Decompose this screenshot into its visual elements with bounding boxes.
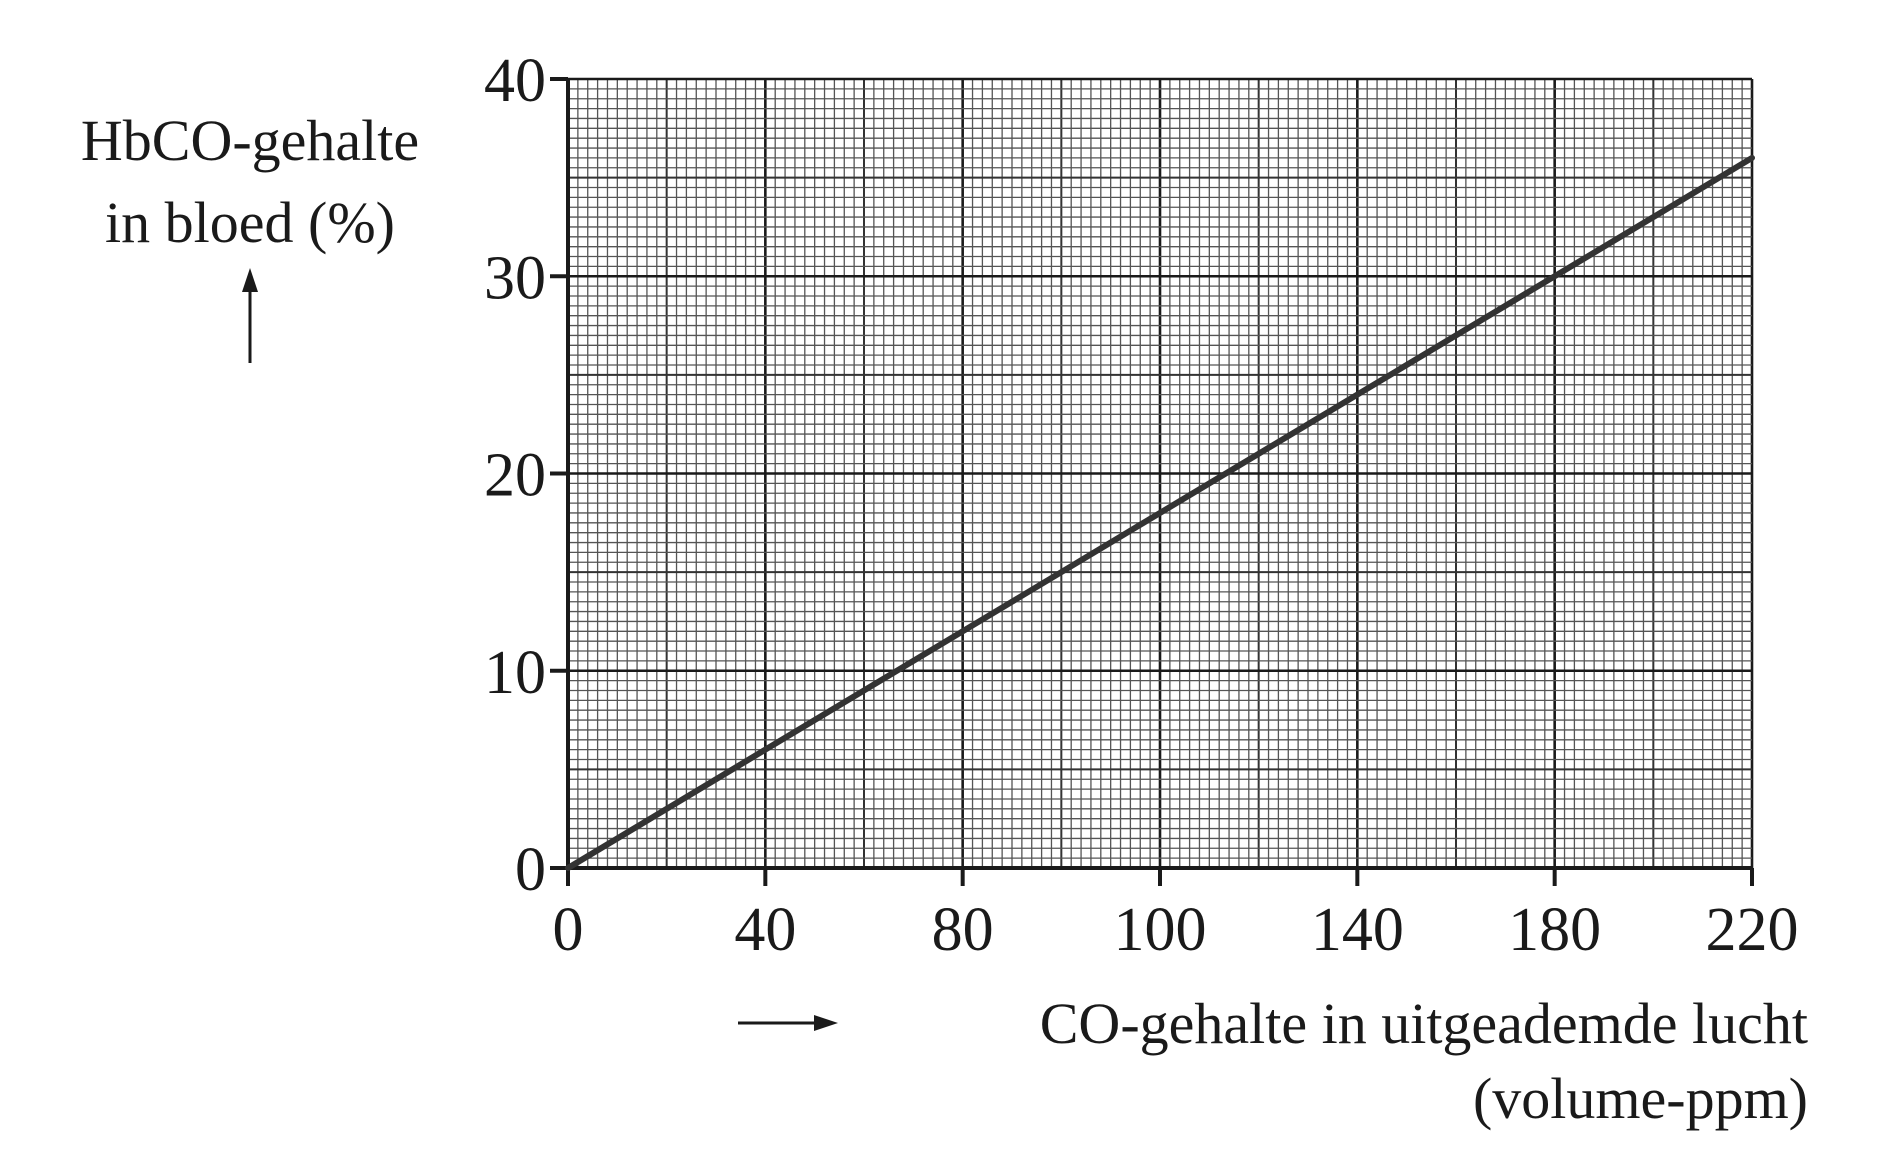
y-axis-title-line2: in bloed (%) xyxy=(105,190,395,255)
x-axis-arrow-icon xyxy=(738,1015,838,1031)
x-tick-label: 40 xyxy=(734,896,796,964)
x-tick-label: 80 xyxy=(932,896,994,964)
x-tick-labels: 0 40 80 100 140 180 220 xyxy=(553,896,1799,964)
x-tick-label: 0 xyxy=(553,896,584,964)
y-axis-arrow-icon xyxy=(242,268,258,363)
x-tick-label: 180 xyxy=(1508,896,1601,964)
axes xyxy=(550,77,1754,886)
y-tick-label: 0 xyxy=(515,836,546,904)
y-tick-label: 30 xyxy=(484,244,546,312)
y-tick-label: 10 xyxy=(484,639,546,707)
y-tick-labels: 0 10 20 30 40 xyxy=(484,47,546,904)
series-line xyxy=(565,154,1755,871)
plot-grid xyxy=(566,77,1754,870)
x-axis-title-line1: CO-gehalte in uitgeademde lucht xyxy=(1040,991,1808,1056)
y-tick-label: 40 xyxy=(484,47,546,115)
x-axis-title-line2: (volume-ppm) xyxy=(1473,1066,1808,1131)
x-tick-label: 140 xyxy=(1311,896,1404,964)
x-tick-label: 100 xyxy=(1114,896,1207,964)
series-layer xyxy=(565,154,1755,871)
x-tick-label: 220 xyxy=(1706,896,1799,964)
y-axis-title-line1: HbCO-gehalte xyxy=(81,108,419,173)
y-tick-label: 20 xyxy=(484,442,546,510)
